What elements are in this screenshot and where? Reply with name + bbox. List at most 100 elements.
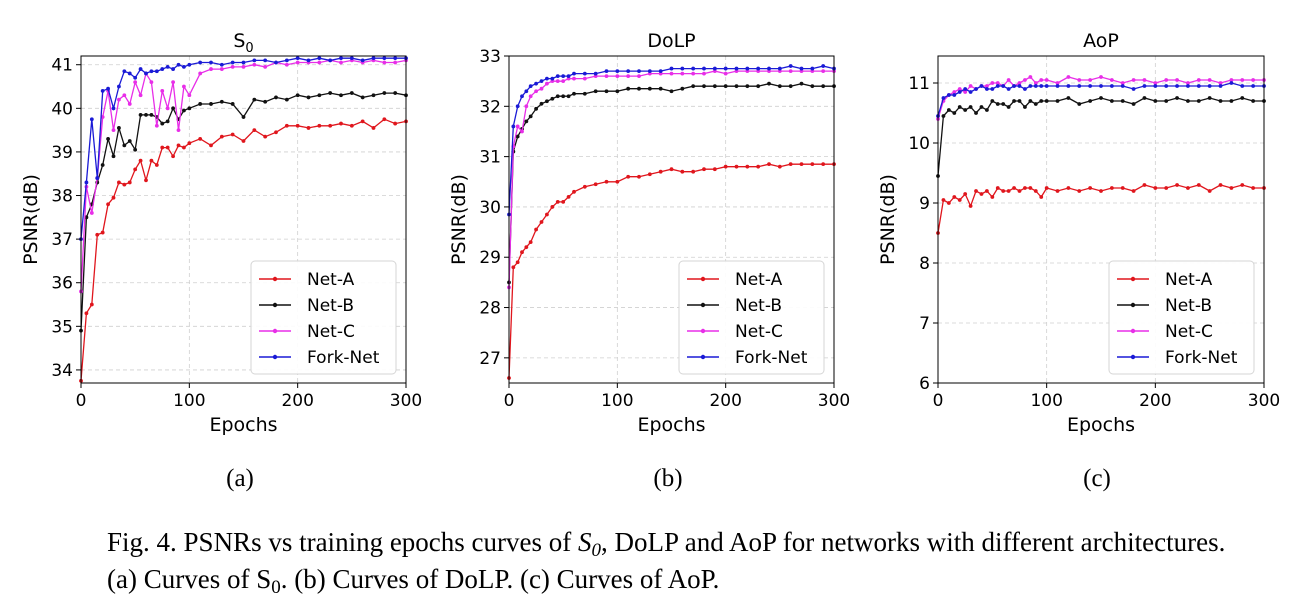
data-point-fork-net: [539, 79, 544, 84]
y-tick-label: 8: [919, 254, 930, 274]
data-point-net-b: [382, 91, 387, 95]
data-point-net-a: [382, 117, 387, 122]
data-point-fork-net: [1207, 84, 1212, 88]
y-tick-label: 10: [908, 134, 930, 154]
data-point-net-a: [1088, 186, 1093, 190]
data-point-net-a: [274, 130, 278, 135]
data-point-net-b: [339, 93, 343, 98]
data-point-fork-net: [393, 56, 398, 61]
data-point-net-a: [198, 136, 203, 141]
data-point-net-b: [555, 94, 560, 99]
data-point-fork-net: [810, 66, 815, 71]
data-point-net-b: [723, 84, 728, 89]
data-point-net-b: [647, 86, 652, 91]
data-point-fork-net: [555, 74, 560, 79]
data-point-net-b: [658, 86, 663, 91]
caption-s-subscript: 0: [271, 577, 281, 598]
data-point-fork-net: [647, 69, 652, 73]
data-point-net-a: [572, 189, 576, 194]
legend-marker-net-c: [272, 328, 278, 334]
data-point-fork-net: [1006, 87, 1011, 91]
data-point-net-b: [127, 139, 132, 143]
data-point-net-c: [1055, 81, 1060, 85]
data-point-fork-net: [712, 66, 717, 71]
data-point-net-b: [106, 136, 110, 141]
x-tick-label: 100: [601, 391, 633, 411]
legend-marker-net-c: [1130, 328, 1136, 334]
data-point-fork-net: [1229, 81, 1234, 85]
data-point-net-a: [165, 145, 170, 150]
data-point-net-a: [171, 154, 175, 159]
data-point-net-b: [263, 99, 268, 104]
data-point-net-c: [160, 88, 165, 93]
data-point-net-c: [723, 71, 728, 76]
data-point-net-b: [393, 91, 398, 95]
data-point-net-b: [1055, 99, 1060, 103]
data-point-net-c: [154, 123, 159, 128]
data-point-fork-net: [974, 87, 978, 91]
axes-frame: [508, 55, 835, 384]
data-point-net-c: [1006, 78, 1011, 82]
data-point-net-a: [106, 202, 110, 207]
data-point-net-c: [1186, 81, 1190, 85]
data-point-net-b: [284, 97, 289, 102]
data-point-net-a: [133, 167, 138, 172]
data-point-fork-net: [1186, 84, 1190, 88]
legend-label-net-b: Net-B: [307, 296, 354, 316]
data-point-net-a: [284, 123, 289, 128]
data-point-net-c: [524, 104, 529, 109]
data-point-net-b: [572, 91, 576, 96]
data-point-net-b: [165, 119, 170, 124]
chart-panel-2: 0 100 200 300 27 28 29 30 31 32 33 DoLP Epochs PSNR(d…: [448, 30, 850, 492]
legend-label-fork-net: Fork-Net: [735, 348, 808, 368]
data-point-net-c: [1120, 81, 1125, 85]
data-point-fork-net: [691, 66, 696, 71]
y-tick-label: 37: [51, 230, 73, 250]
data-point-net-a: [1186, 186, 1190, 190]
data-point-fork-net: [1001, 84, 1006, 88]
x-tick-label: 200: [1139, 391, 1171, 411]
data-point-fork-net: [171, 67, 175, 71]
data-point-net-c: [230, 65, 235, 69]
data-point-net-c: [111, 128, 116, 133]
data-point-net-b: [1207, 96, 1212, 100]
data-point-net-a: [371, 126, 376, 130]
data-point-fork-net: [1017, 84, 1022, 88]
data-point-net-b: [561, 94, 566, 99]
data-point-fork-net: [1044, 84, 1049, 88]
data-point-net-a: [1077, 189, 1082, 193]
data-point-net-b: [1131, 102, 1136, 106]
data-point-net-a: [1001, 189, 1006, 193]
data-point-net-b: [712, 84, 717, 89]
data-point-net-c: [393, 60, 398, 65]
data-point-net-a: [1131, 189, 1136, 193]
data-point-net-b: [968, 105, 973, 109]
data-point-fork-net: [637, 69, 641, 73]
data-point-net-c: [1142, 78, 1147, 82]
data-point-net-a: [1017, 189, 1022, 193]
data-point-net-c: [788, 69, 793, 73]
data-point-fork-net: [176, 62, 181, 67]
data-point-net-a: [100, 230, 105, 235]
data-point-net-a: [550, 205, 555, 209]
y-axis-label: PSNR(dB): [877, 174, 899, 265]
y-tick-label: 30: [479, 198, 501, 218]
legend-marker-fork-net: [700, 354, 706, 360]
data-point-net-c: [680, 71, 685, 76]
data-point-net-b: [990, 99, 995, 103]
data-point-fork-net: [1251, 84, 1256, 88]
data-point-fork-net: [734, 66, 739, 71]
data-point-net-c: [952, 90, 957, 94]
data-point-fork-net: [295, 56, 300, 61]
series-line-fork-net: [80, 57, 406, 240]
data-point-net-c: [1109, 78, 1114, 82]
data-point-fork-net: [1131, 87, 1136, 91]
data-point-fork-net: [160, 67, 165, 71]
data-point-net-b: [582, 91, 587, 96]
figure: 0 100 200 3003435363738394041S0EpochsPSNR(d…: [20, 30, 1280, 492]
legend-box: [678, 260, 825, 375]
data-point-net-a: [680, 169, 685, 174]
data-point-net-a: [1251, 186, 1256, 190]
data-point-fork-net: [669, 66, 674, 71]
caption-fig-label: Fig. 4.: [107, 527, 177, 557]
